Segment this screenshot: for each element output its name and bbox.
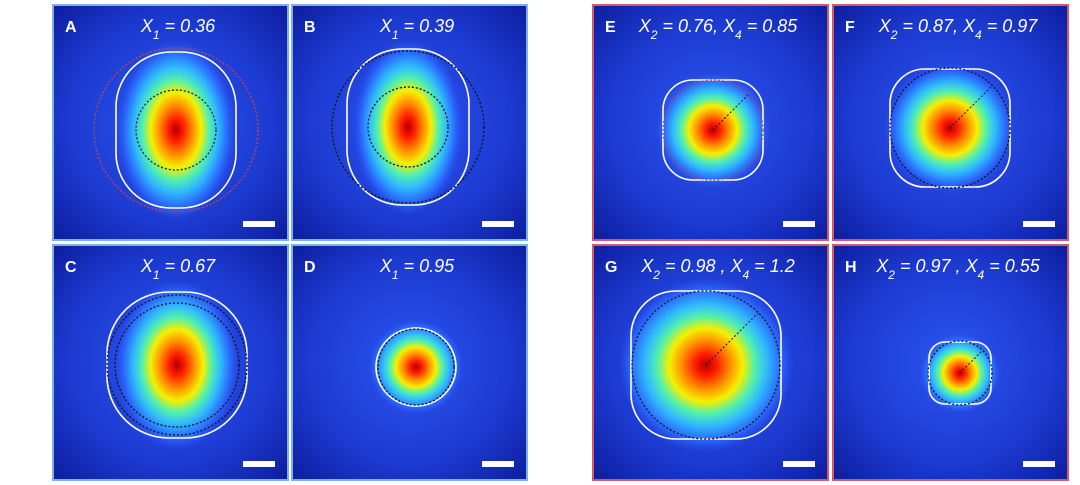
intensity-blob xyxy=(353,39,463,215)
panel-label: X2 = 0.98 , X4 = 1.2 xyxy=(640,256,795,282)
value-text: = 0.97 xyxy=(982,16,1039,36)
scale-bar xyxy=(1023,221,1055,227)
contour xyxy=(375,327,457,407)
panel-letter: A xyxy=(65,19,77,36)
intensity-blob xyxy=(114,280,240,450)
subscript: 2 xyxy=(890,28,898,42)
subscript: 4 xyxy=(978,268,985,282)
symbol: X xyxy=(140,16,154,36)
subscript: 2 xyxy=(887,268,895,282)
scale-bar xyxy=(1023,461,1055,467)
scale-bar xyxy=(783,461,815,467)
fit-circle xyxy=(135,89,217,171)
panel: E X2 = 0.76, X4 = 0.85 xyxy=(592,4,829,241)
diagonal xyxy=(712,94,749,131)
subscript: 4 xyxy=(735,28,742,42)
scale-bar xyxy=(243,221,275,227)
symbol: X xyxy=(878,16,892,36)
fit-circle xyxy=(889,67,1011,189)
panel-label: X2 = 0.97 , X4 = 0.55 xyxy=(875,256,1041,282)
panel-label: X1 = 0.95 xyxy=(379,256,455,282)
panel-letter: F xyxy=(845,19,855,36)
fit-circle xyxy=(93,47,259,213)
panel-label: X1 = 0.67 xyxy=(140,256,216,282)
scale-bar xyxy=(783,221,815,227)
panel-letter: D xyxy=(304,259,316,276)
symbol: X xyxy=(730,256,744,276)
fit-circle xyxy=(377,328,455,406)
intensity-blob xyxy=(116,40,236,220)
value-text: = 0.97 , xyxy=(895,256,966,276)
panel: G X2 = 0.98 , X4 = 1.2 xyxy=(592,244,829,481)
symbol: X xyxy=(640,256,654,276)
scale-bar xyxy=(243,461,275,467)
fit-circle xyxy=(331,50,485,204)
diagonal xyxy=(949,85,993,129)
value-text: = 0.76, xyxy=(657,16,723,36)
scale-bar xyxy=(482,221,514,227)
intensity-blob xyxy=(368,319,464,415)
subscript: 1 xyxy=(392,268,399,282)
symbol: X xyxy=(962,16,976,36)
subscript: 4 xyxy=(743,268,750,282)
value-text: = 0.87, xyxy=(897,16,963,36)
symbol: X xyxy=(722,16,736,36)
symbol: X xyxy=(379,256,393,276)
panel-label: X1 = 0.36 xyxy=(140,16,216,42)
value-text: = 0.39 xyxy=(399,16,455,36)
value-text: = 0.36 xyxy=(160,16,217,36)
value-text: = 1.2 xyxy=(749,256,795,276)
contour xyxy=(115,51,237,209)
value-text: = 0.95 xyxy=(399,256,456,276)
panel-label: X2 = 0.87, X4 = 0.97 xyxy=(878,16,1039,42)
value-text: = 0.85 xyxy=(742,16,799,36)
diagonal xyxy=(705,312,759,366)
panel: A X1 = 0.36 xyxy=(52,4,289,241)
subscript: 1 xyxy=(392,28,399,42)
value-text: = 0.98 , xyxy=(660,256,731,276)
symbol: X xyxy=(140,256,154,276)
panel-label: X1 = 0.39 xyxy=(379,16,454,42)
fit-circle xyxy=(927,340,993,406)
fit-circle xyxy=(631,290,781,440)
contour xyxy=(346,48,470,206)
fit-circle xyxy=(106,294,248,436)
panel-letter: E xyxy=(605,19,616,36)
scale-bar xyxy=(482,461,514,467)
value-text: = 0.55 xyxy=(984,256,1041,276)
panel-letter: H xyxy=(845,259,857,276)
fit-circle xyxy=(114,302,240,428)
subscript: 2 xyxy=(650,28,658,42)
panel: H X2 = 0.97 , X4 = 0.55 xyxy=(832,244,1069,481)
subscript: 4 xyxy=(975,28,982,42)
fit-circle xyxy=(662,79,764,181)
symbol: X xyxy=(875,256,889,276)
panel-label: X2 = 0.76, X4 = 0.85 xyxy=(638,16,799,42)
symbol: X xyxy=(965,256,979,276)
subscript: 1 xyxy=(153,28,160,42)
panel-letter: C xyxy=(65,259,77,276)
diagonal xyxy=(959,350,983,374)
panel: B X1 = 0.39 xyxy=(291,4,528,241)
subscript: 2 xyxy=(652,268,660,282)
panel: C X1 = 0.67 xyxy=(52,244,289,481)
panel: F X2 = 0.87, X4 = 0.97 xyxy=(832,4,1069,241)
contour xyxy=(928,341,992,405)
fit-circle xyxy=(367,86,449,168)
subscript: 1 xyxy=(153,268,160,282)
value-text: = 0.67 xyxy=(160,256,217,276)
symbol: X xyxy=(638,16,652,36)
panel-letter: B xyxy=(304,19,316,36)
panel-letter: G xyxy=(605,259,617,276)
panel: D X1 = 0.95 xyxy=(291,244,528,481)
symbol: X xyxy=(379,16,393,36)
